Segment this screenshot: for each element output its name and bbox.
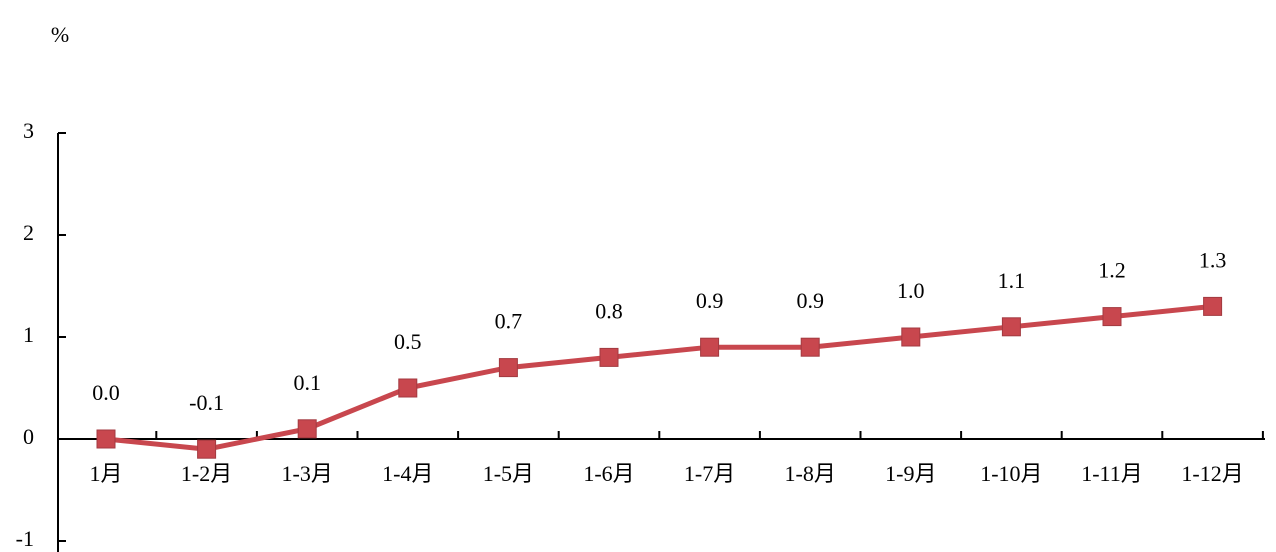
y-tick-label: 0 <box>23 424 34 449</box>
y-tick-label: 2 <box>23 220 34 245</box>
x-tick-label: 1-10月 <box>980 461 1042 486</box>
x-tick-label: 1-2月 <box>181 461 232 486</box>
marker <box>498 358 518 378</box>
y-tick-label: -1 <box>16 526 34 551</box>
marker <box>599 347 619 367</box>
value-label: 0.9 <box>696 288 724 313</box>
y-axis-label: % <box>51 22 69 47</box>
marker <box>901 327 921 347</box>
marker <box>800 337 820 357</box>
x-tick-label: 1月 <box>89 461 122 486</box>
x-tick-label: 1-5月 <box>483 461 534 486</box>
value-label: 0.7 <box>495 309 523 334</box>
value-label: 0.1 <box>293 370 321 395</box>
value-label: 1.1 <box>998 268 1026 293</box>
line <box>105 303 1213 452</box>
value-label: 1.3 <box>1199 247 1227 272</box>
marker <box>398 378 418 398</box>
value-label: 0.5 <box>394 329 422 354</box>
marker <box>1203 296 1223 316</box>
marker <box>1001 317 1021 337</box>
marker <box>1102 307 1122 327</box>
y-tick-label: 1 <box>23 322 34 347</box>
x-tick-label: 1-11月 <box>1081 461 1143 486</box>
x-tick-label: 1-3月 <box>282 461 333 486</box>
x-tick-label: 1-12月 <box>1181 461 1243 486</box>
value-label: -0.1 <box>189 390 224 415</box>
value-label: 1.2 <box>1098 258 1126 283</box>
value-label: 0.8 <box>595 298 623 323</box>
marker <box>700 337 720 357</box>
marker <box>197 439 217 459</box>
value-label: 0.9 <box>796 288 824 313</box>
value-label: 1.0 <box>897 278 925 303</box>
value-label: 0.0 <box>92 380 120 405</box>
x-tick-label: 1-4月 <box>382 461 433 486</box>
x-tick-label: 1-8月 <box>785 461 836 486</box>
x-tick-label: 1-9月 <box>885 461 936 486</box>
y-tick-label: 3 <box>23 118 34 143</box>
x-tick-label: 1-6月 <box>583 461 634 486</box>
marker <box>297 419 317 439</box>
x-tick-label: 1-7月 <box>684 461 735 486</box>
marker <box>96 429 116 449</box>
